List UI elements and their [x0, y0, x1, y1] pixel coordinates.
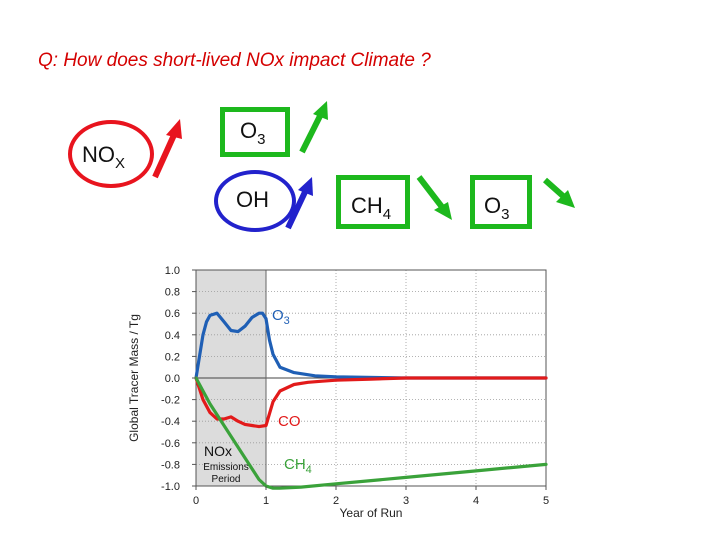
series-lines: [194, 311, 548, 490]
period-label-main: NOx: [204, 443, 232, 459]
o3-right-main: O: [484, 193, 502, 218]
co-series-label-main: CO: [278, 413, 301, 430]
y-tick-label: -0.8: [161, 459, 180, 471]
ch4-label: CH4: [351, 193, 391, 223]
y-axis-label: Global Tracer Mass / Tg: [127, 314, 141, 442]
oh-main: OH: [236, 187, 269, 212]
y-tick-label: -1.0: [161, 481, 180, 493]
period-label-sub2: Period: [212, 474, 241, 485]
ch4-box: [336, 175, 410, 229]
ch4-series-label-main: CH: [284, 456, 306, 473]
y-tick-label: 0.0: [165, 373, 180, 385]
nox-sub: X: [115, 155, 126, 172]
o3-right-label: O3: [484, 193, 509, 223]
y-tick-label: 0.4: [165, 330, 180, 342]
nox-label: NOX: [82, 142, 125, 172]
chart-grid: [196, 270, 546, 486]
ch4-series-label: CH4: [284, 456, 312, 476]
green-down-arrow-o3: [543, 177, 575, 208]
x-tick-label: 3: [403, 495, 409, 507]
green-down-arrow-ch4: [416, 175, 452, 220]
y-tick-label: -0.6: [161, 438, 180, 450]
oh-label: OH: [236, 187, 269, 213]
o3-right-sub: 3: [501, 206, 510, 223]
nox-main: NO: [82, 142, 115, 167]
arrows-layer: [152, 101, 575, 230]
o3-series-label: O3: [272, 307, 290, 327]
oh-oval: [214, 170, 296, 232]
o3-top-label: O3: [240, 118, 265, 148]
x-tick-label: 5: [543, 495, 549, 507]
tracer-mass-chart: 1.0 0.8 0.6 0.4 0.2 0.0 -0.2 -0.4 -0.6 -0.8 -1.0 0…: [127, 265, 549, 520]
y-tick-label: 0.2: [165, 351, 180, 363]
question-title: Q: How does short-lived NOx impact Clima…: [38, 50, 431, 71]
y-tick-label: 0.8: [165, 287, 180, 299]
o3-series-label-main: O: [272, 307, 284, 324]
red-up-arrow: [152, 119, 182, 179]
x-axis-label: Year of Run: [340, 506, 403, 520]
y-tick-label: -0.2: [161, 395, 180, 407]
o3-top-sub: 3: [257, 131, 266, 148]
x-tick-label: 1: [263, 495, 269, 507]
nox-oval: [68, 120, 154, 188]
o3-top-main: O: [240, 118, 258, 143]
x-tick-label: 4: [473, 495, 479, 507]
ch4-series-line: [194, 376, 548, 490]
period-label-sub1: Emissions: [203, 462, 249, 473]
blue-up-arrow-oh: [285, 177, 313, 230]
ch4-main: CH: [351, 193, 383, 218]
o3-top-box: [220, 107, 290, 157]
y-tick-label: -0.4: [161, 416, 180, 428]
ch4-series-label-sub: 4: [306, 464, 312, 476]
green-up-arrow-o3: [299, 101, 328, 154]
o3-series-line: [194, 311, 548, 380]
y-tick-labels: 1.0 0.8 0.6 0.4 0.2 0.0 -0.2 -0.4 -0.6 -0.8 -1.0: [161, 265, 196, 493]
x-tick-labels: 0 1 2 3 4 5: [193, 486, 549, 507]
y-tick-label: 0.6: [165, 308, 180, 320]
y-tick-label: 1.0: [165, 265, 180, 277]
co-series-label: CO: [278, 413, 301, 430]
o3-right-box: [470, 175, 532, 229]
x-tick-label: 0: [193, 495, 199, 507]
ch4-sub: 4: [382, 206, 392, 223]
o3-series-label-sub: 3: [284, 315, 290, 327]
x-tick-label: 2: [333, 495, 339, 507]
